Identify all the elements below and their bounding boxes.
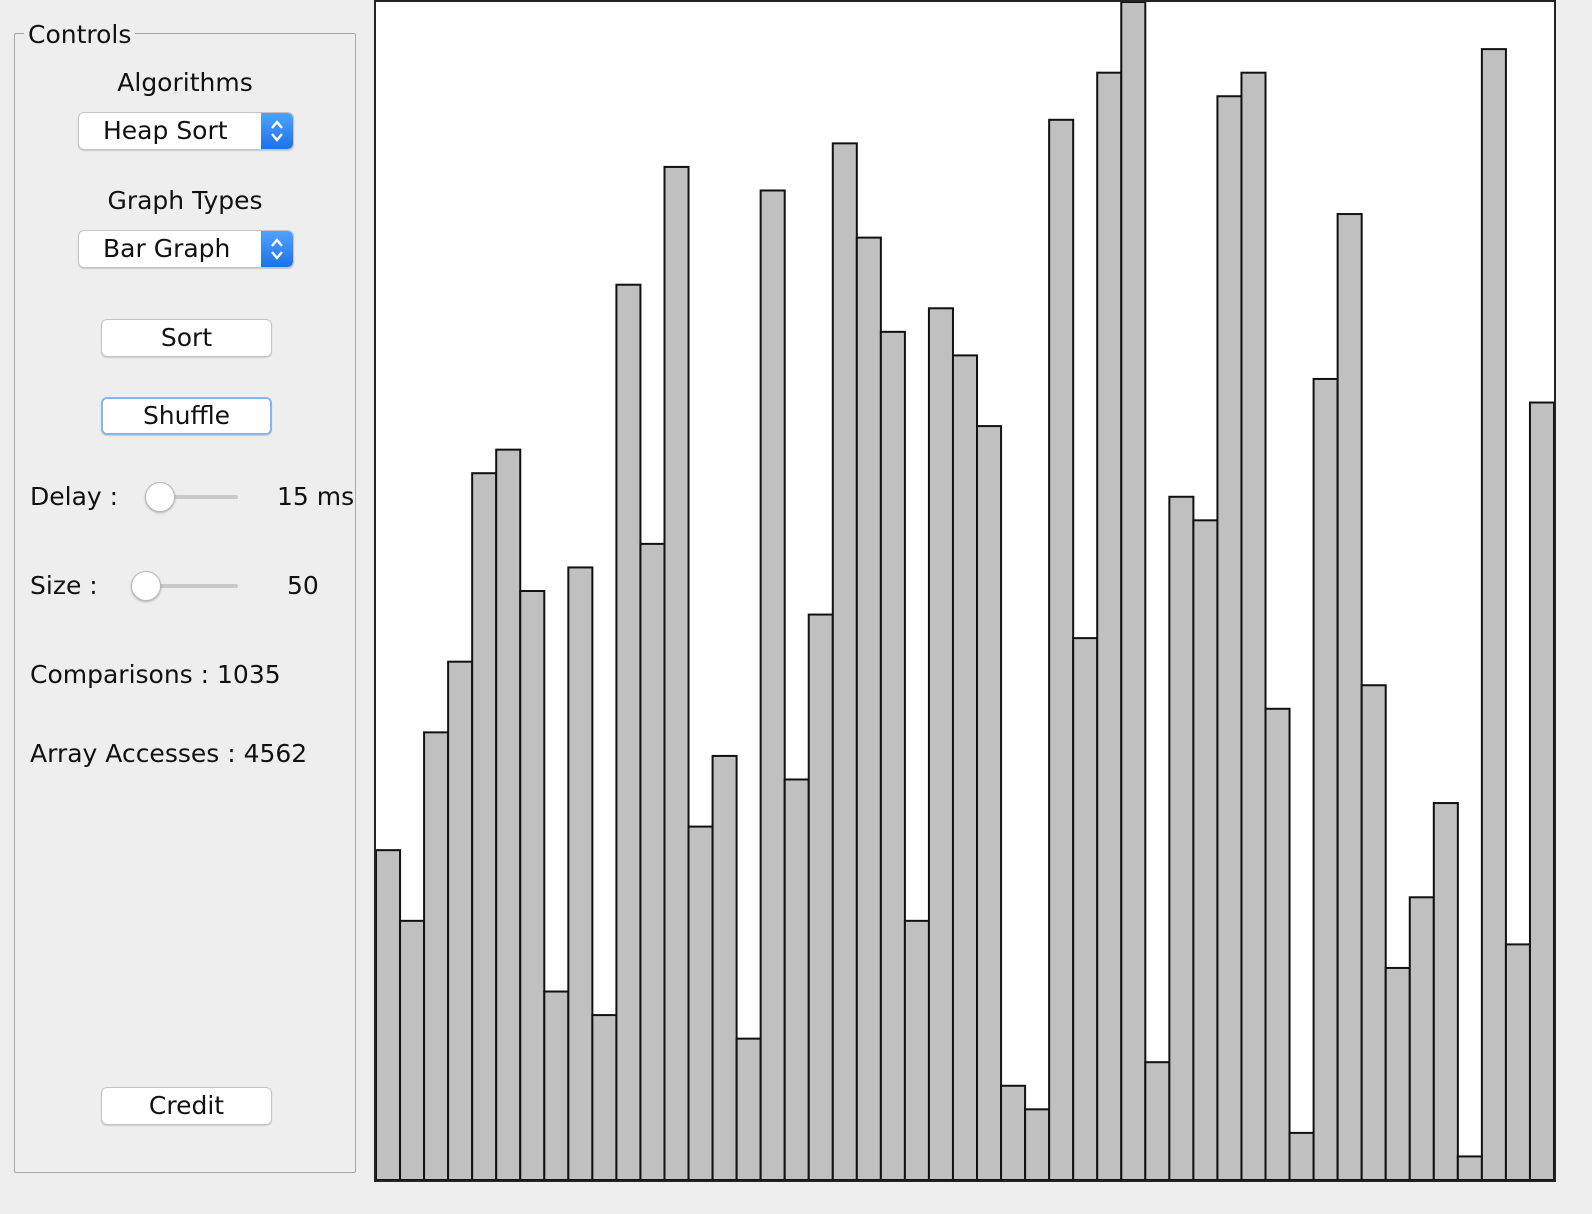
bar: [879, 330, 906, 1180]
bar: [615, 283, 642, 1180]
bar: [639, 542, 666, 1180]
delay-label: Delay :: [30, 482, 119, 511]
bar: [471, 472, 498, 1180]
bar: [1024, 1108, 1051, 1180]
bar: [687, 825, 714, 1180]
bar: [1504, 943, 1531, 1180]
bar: [1312, 377, 1339, 1180]
size-value: 50: [287, 571, 319, 600]
bar: [711, 754, 738, 1180]
bar: [1456, 1155, 1483, 1180]
bar: [831, 142, 858, 1180]
size-label: Size :: [30, 571, 98, 600]
bar: [1168, 495, 1195, 1180]
bar: [1264, 707, 1291, 1180]
bar: [1000, 1084, 1027, 1180]
bar: [1144, 1061, 1171, 1180]
bar: [663, 165, 690, 1180]
bar: [1072, 637, 1099, 1180]
bar: [1192, 519, 1219, 1180]
bar: [1288, 1131, 1315, 1180]
algorithm-select[interactable]: Heap Sort: [78, 112, 294, 150]
bar: [1480, 48, 1507, 1180]
bar: [759, 189, 786, 1180]
sort-visualization: [374, 0, 1556, 1182]
bar: [591, 1014, 618, 1180]
bar: [519, 590, 546, 1180]
shuffle-button[interactable]: Shuffle: [101, 397, 272, 435]
credit-button[interactable]: Credit: [101, 1087, 272, 1125]
graph-types-label: Graph Types: [107, 186, 263, 215]
graph-type-select[interactable]: Bar Graph: [78, 230, 294, 268]
delay-slider-knob[interactable]: [145, 482, 175, 512]
bar: [423, 731, 450, 1180]
size-slider-knob[interactable]: [131, 571, 161, 601]
delay-value: 15 ms: [277, 482, 355, 511]
bar: [951, 354, 979, 1180]
delay-slider-track[interactable]: [150, 495, 238, 499]
bar: [1360, 684, 1387, 1180]
bar: [1216, 95, 1243, 1180]
bar: [543, 990, 570, 1180]
select-arrows-icon: [261, 113, 293, 149]
comparisons-counter: Comparisons : 1035: [30, 660, 281, 689]
bar: [903, 919, 930, 1180]
bar: [855, 236, 882, 1180]
bar: [1240, 71, 1267, 1180]
bar: [783, 778, 810, 1180]
array-accesses-counter: Array Accesses : 4562: [30, 739, 308, 768]
size-slider-track[interactable]: [136, 584, 238, 588]
bar: [399, 919, 426, 1180]
sort-button[interactable]: Sort: [101, 319, 272, 357]
select-arrows-icon: [261, 231, 293, 267]
controls-group: [14, 33, 356, 1173]
bar: [1120, 2, 1147, 1180]
bar: [1528, 401, 1554, 1180]
bar: [1096, 71, 1123, 1180]
bar: [567, 566, 594, 1180]
bar: [1048, 118, 1075, 1180]
algorithm-select-value: Heap Sort: [103, 116, 228, 145]
bar-graph: [376, 2, 1554, 1180]
bar: [807, 613, 834, 1180]
bar: [976, 425, 1003, 1180]
controls-group-title: Controls: [24, 20, 136, 50]
algorithms-label: Algorithms: [117, 68, 253, 97]
bar: [376, 849, 402, 1180]
graph-type-select-value: Bar Graph: [103, 234, 231, 263]
bar: [1384, 966, 1411, 1180]
bar: [735, 1037, 762, 1180]
bar: [1432, 802, 1459, 1180]
bar: [495, 448, 522, 1180]
bar: [1336, 213, 1363, 1180]
bar: [447, 660, 474, 1180]
bar: [1408, 896, 1435, 1180]
bar: [927, 307, 954, 1180]
